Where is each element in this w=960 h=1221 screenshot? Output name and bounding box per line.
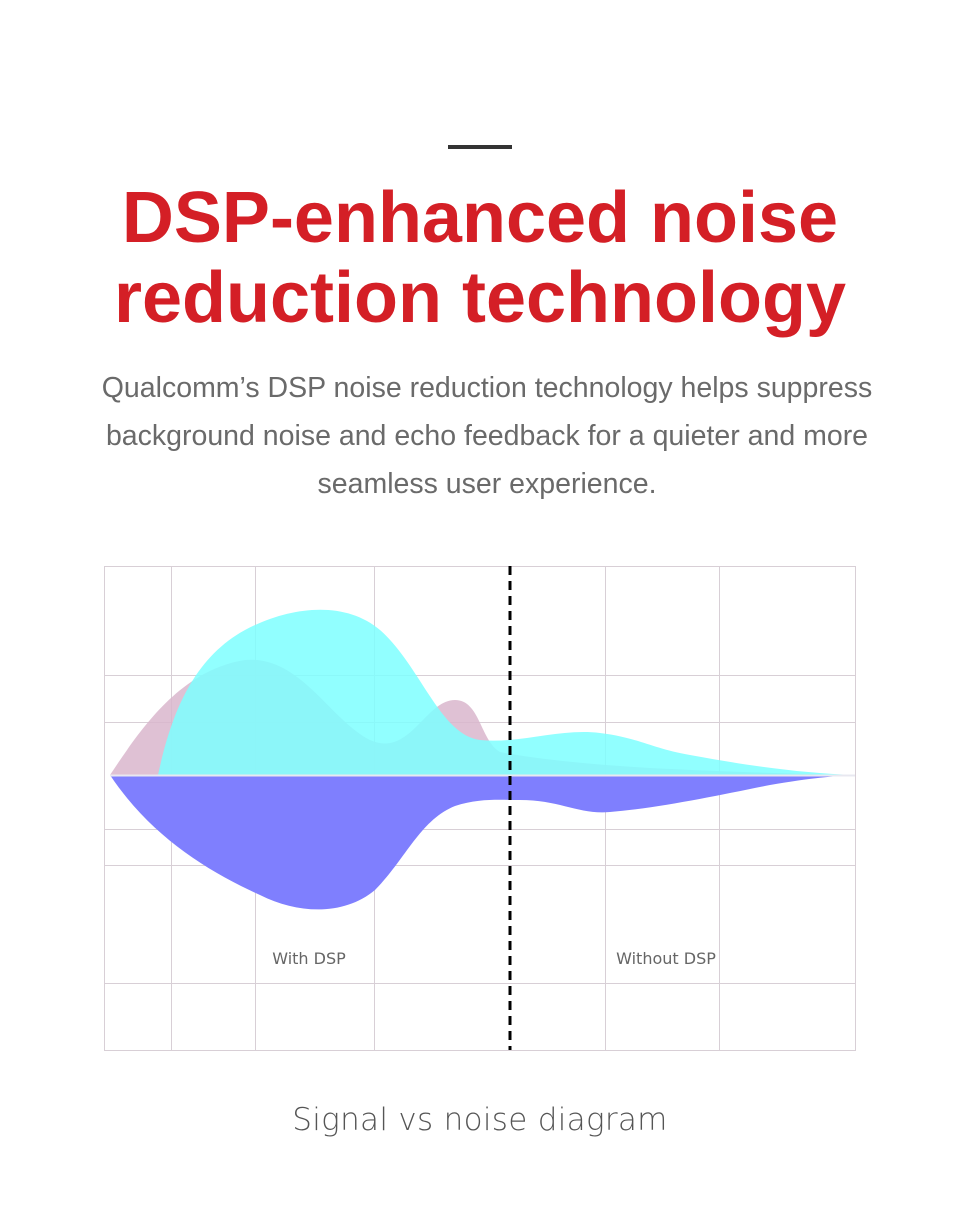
page-subtitle: Qualcomm’s DSP noise reduction technolog… xyxy=(101,372,873,500)
page-title: DSP-enhanced noise reduction technology xyxy=(113,178,847,338)
title-divider xyxy=(448,145,512,149)
label-with-dsp: With DSP xyxy=(272,949,346,968)
diagram-caption: Signal vs noise diagram xyxy=(292,1102,668,1138)
label-without-dsp: Without DSP xyxy=(616,949,716,968)
negative-wave-area xyxy=(110,775,855,910)
signal-wave-area xyxy=(158,609,855,775)
